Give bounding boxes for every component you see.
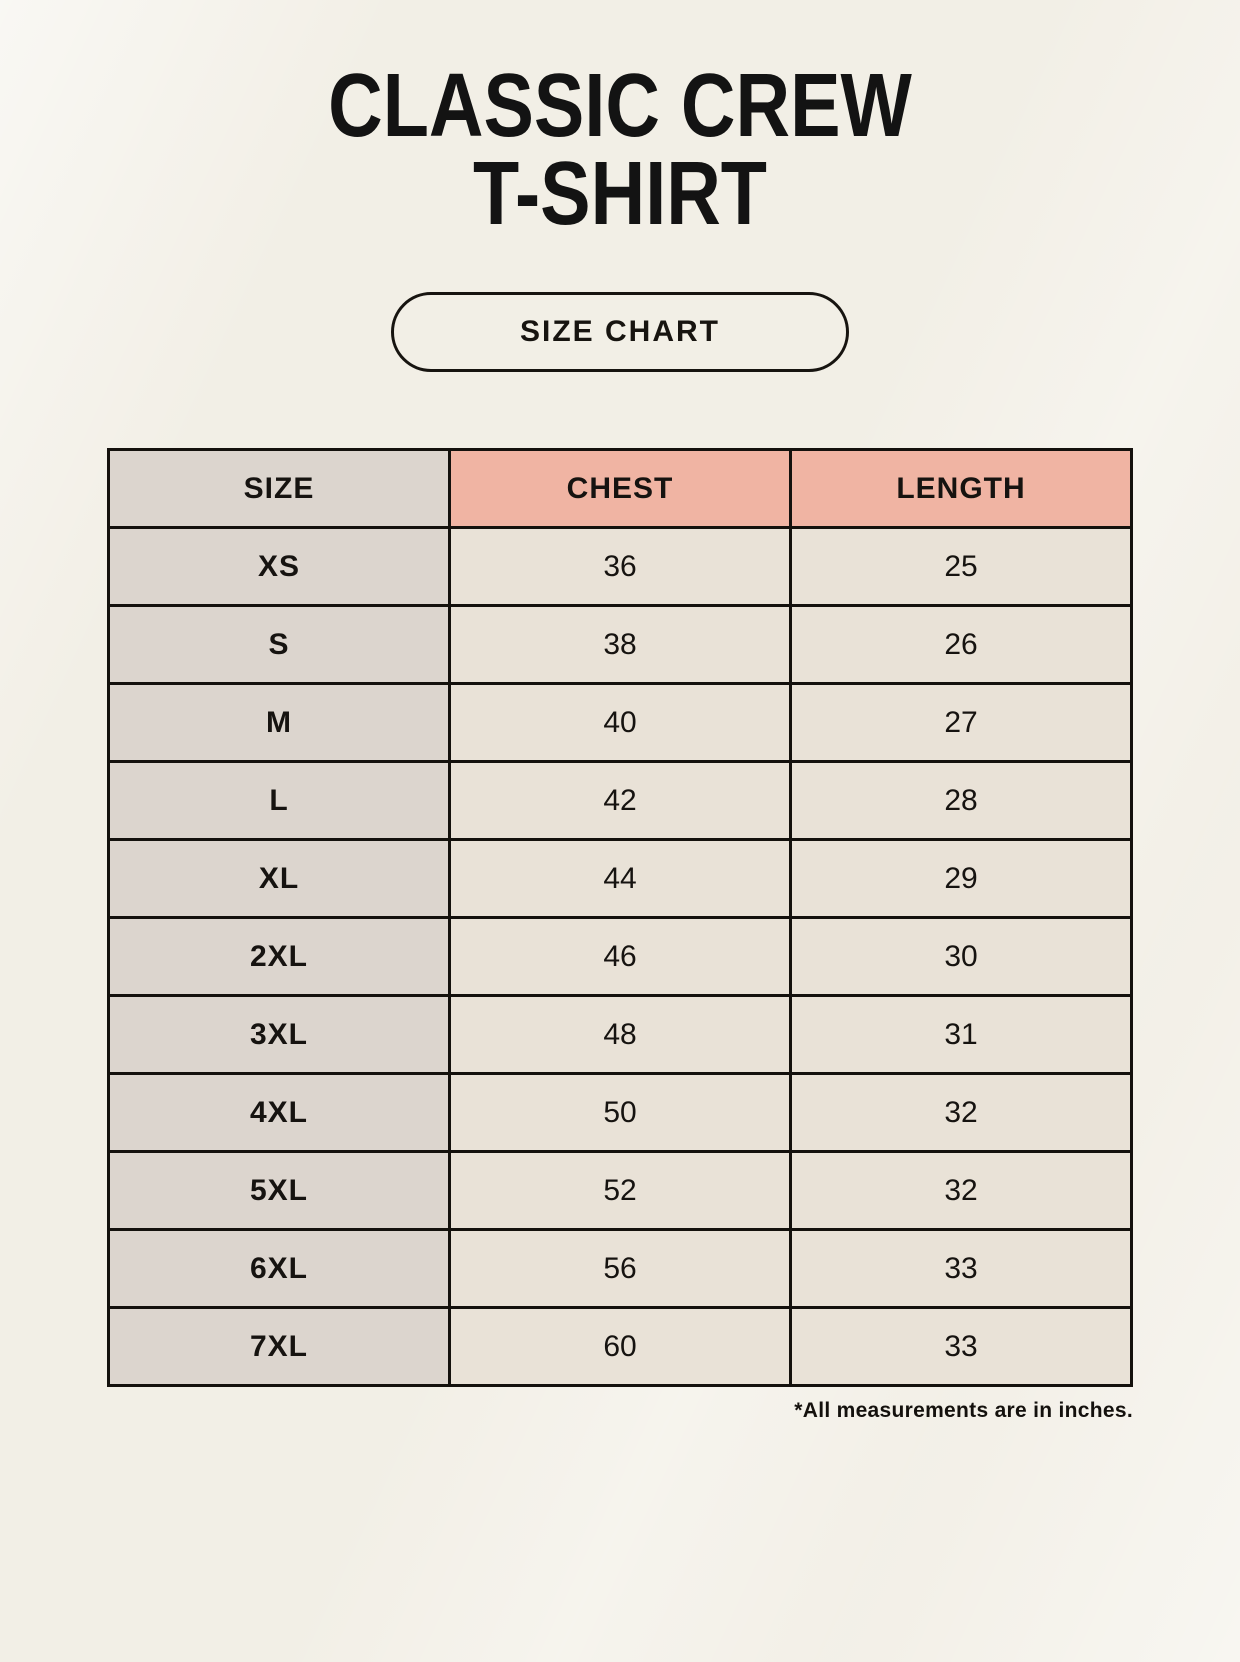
chest-cell: 46 [448,916,792,998]
length-cell: 27 [789,682,1133,764]
size-cell: 6XL [107,1228,451,1310]
table-row: XL 44 29 [107,838,1133,920]
table-row: 4XL 50 32 [107,1072,1133,1154]
table-row: 2XL 46 30 [107,916,1133,998]
page-title: CLASSIC CREW T-SHIRT [99,56,1141,245]
chest-cell: 56 [448,1228,792,1310]
length-cell: 32 [789,1072,1133,1154]
chest-cell: 60 [448,1306,792,1388]
size-cell: M [107,682,451,764]
table-row: M 40 27 [107,682,1133,764]
length-cell: 29 [789,838,1133,920]
table-row: S 38 26 [107,604,1133,686]
measurements-footnote: *All measurements are in inches. [794,1399,1133,1423]
size-cell: XS [107,526,451,608]
length-cell: 31 [789,994,1133,1076]
size-cell: 7XL [107,1306,451,1388]
size-chart-badge-label: SIZE CHART [520,315,720,349]
column-header-length: LENGTH [789,448,1133,530]
table-row: XS 36 25 [107,526,1133,608]
table-row: 5XL 52 32 [107,1150,1133,1232]
chest-cell: 48 [448,994,792,1076]
chest-cell: 42 [448,760,792,842]
page-title-line-1: CLASSIC CREW [328,56,912,156]
chest-cell: 38 [448,604,792,686]
column-header-chest: CHEST [448,448,792,530]
column-header-size: SIZE [107,448,451,530]
size-cell: 5XL [107,1150,451,1232]
table-row: 3XL 48 31 [107,994,1133,1076]
table-row: 7XL 60 33 [107,1306,1133,1388]
length-cell: 33 [789,1306,1133,1388]
chest-cell: 40 [448,682,792,764]
chest-cell: 36 [448,526,792,608]
length-cell: 25 [789,526,1133,608]
size-cell: XL [107,838,451,920]
size-chart-badge[interactable]: SIZE CHART [391,292,849,373]
size-cell: 4XL [107,1072,451,1154]
size-cell: 3XL [107,994,451,1076]
table-row: 6XL 56 33 [107,1228,1133,1310]
length-cell: 28 [789,760,1133,842]
table-header-row: SIZE CHEST LENGTH [107,448,1133,530]
page-title-line-2: T-SHIRT [473,144,767,245]
size-cell: S [107,604,451,686]
length-cell: 30 [789,916,1133,998]
chest-cell: 44 [448,838,792,920]
size-cell: 2XL [107,916,451,998]
table-row: L 42 28 [107,760,1133,842]
length-cell: 26 [789,604,1133,686]
length-cell: 33 [789,1228,1133,1310]
size-chart-table: SIZE CHEST LENGTH XS 36 25 S 38 26 M 40 … [107,448,1133,1388]
chest-cell: 50 [448,1072,792,1154]
length-cell: 32 [789,1150,1133,1232]
size-cell: L [107,760,451,842]
chest-cell: 52 [448,1150,792,1232]
